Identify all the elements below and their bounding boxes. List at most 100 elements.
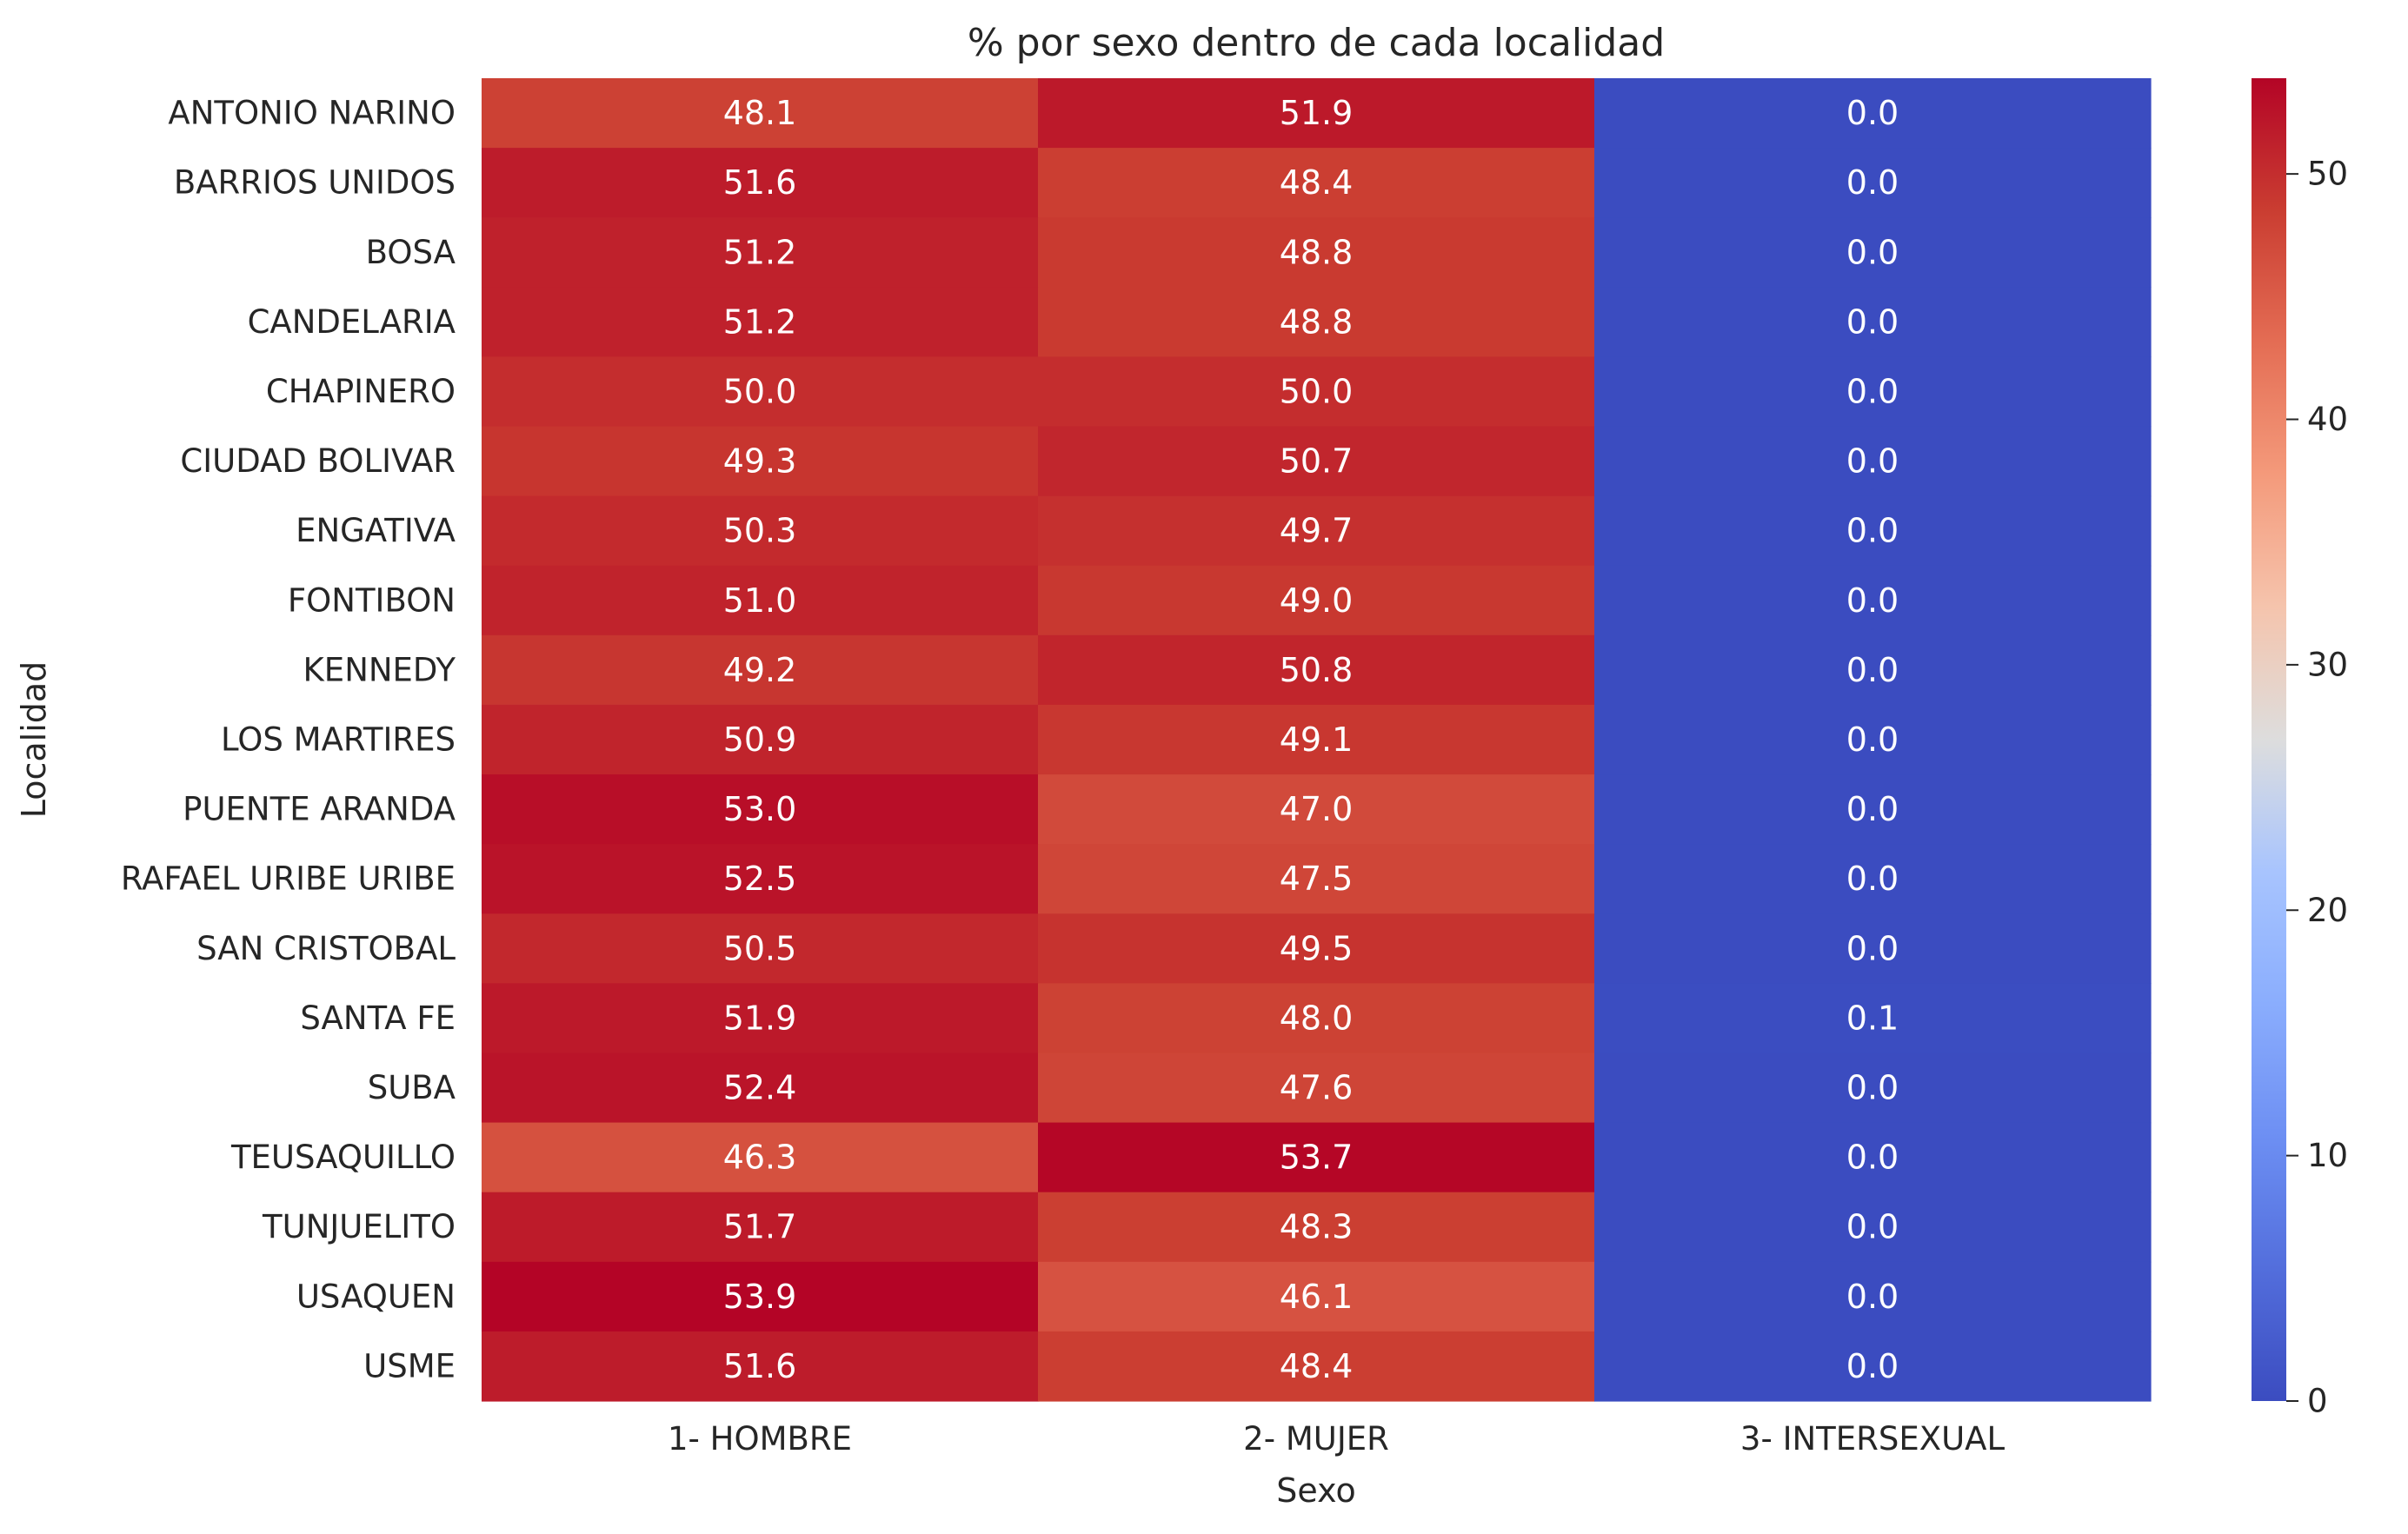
heatmap-cell xyxy=(482,356,1039,428)
heatmap-cell-label: 49.5 xyxy=(1280,929,1354,967)
heatmap-cell xyxy=(482,774,1039,845)
heatmap-cell-label: 0.0 xyxy=(1846,651,1899,689)
heatmap-cells xyxy=(482,78,2152,1402)
heatmap-cell-label: 52.5 xyxy=(723,860,797,898)
heatmap-cell xyxy=(1594,704,2152,775)
heatmap-cell xyxy=(1594,1331,2152,1402)
heatmap-cell xyxy=(1038,844,1595,914)
heatmap-cell-label: 51.2 xyxy=(723,302,797,341)
heatmap-cell xyxy=(1594,1053,2152,1124)
heatmap-cell xyxy=(1038,1331,1595,1402)
x-tick-label: 3- INTERSEXUAL xyxy=(1740,1420,2006,1458)
heatmap-cell-label: 49.3 xyxy=(723,442,797,481)
colorbar: 0 10 20 30 40 50 xyxy=(2252,78,2348,1420)
heatmap-cell xyxy=(1038,1053,1595,1124)
y-tick-label: ENGATIVA xyxy=(296,512,456,549)
y-tick-label: LOS MARTIRES xyxy=(221,721,456,759)
heatmap-cell-label: 46.1 xyxy=(1280,1278,1354,1316)
heatmap-cell-label: 51.6 xyxy=(723,163,797,202)
heatmap-cell-label: 47.5 xyxy=(1280,860,1354,898)
heatmap-cell xyxy=(1594,356,2152,428)
heatmap-cell-label: 50.7 xyxy=(1280,442,1354,481)
heatmap-cell xyxy=(482,287,1039,358)
y-tick-label: USME xyxy=(363,1347,456,1385)
heatmap-cell-label: 50.0 xyxy=(1280,372,1354,410)
heatmap-cell xyxy=(482,217,1039,288)
heatmap-cell xyxy=(482,1053,1039,1124)
heatmap-cell xyxy=(1594,148,2152,218)
y-tick-label: CHAPINERO xyxy=(266,373,456,410)
heatmap-cell xyxy=(1594,78,2152,149)
y-tick-label: TEUSAQUILLO xyxy=(230,1139,456,1176)
heatmap-cell-label: 0.0 xyxy=(1846,581,1899,620)
heatmap-cell-labels: 48.1 51.9 0.0 51.6 48.4 0.0 51.2 48.8 0.0 51.2 48.… xyxy=(723,94,1899,1385)
heatmap-cell-label: 49.2 xyxy=(723,651,797,689)
y-tick-label: CANDELARIA xyxy=(248,303,456,341)
y-tick-label: CIUDAD BOLIVAR xyxy=(180,442,456,480)
heatmap-cell xyxy=(1594,565,2152,636)
heatmap-cell-label: 51.6 xyxy=(723,1347,797,1385)
heatmap-cell-label: 50.9 xyxy=(723,721,797,759)
heatmap-cell xyxy=(1038,634,1595,706)
heatmap-cell-label: 51.9 xyxy=(723,999,797,1037)
y-tick-label: SUBA xyxy=(368,1069,456,1106)
heatmap-cell-label: 0.0 xyxy=(1846,302,1899,341)
heatmap-cell-label: 50.8 xyxy=(1280,651,1354,689)
x-tick-label: 2- MUJER xyxy=(1243,1420,1389,1458)
heatmap-cell-label: 50.3 xyxy=(723,512,797,550)
heatmap-cell-label: 0.0 xyxy=(1846,1069,1899,1107)
y-tick-label: PUENTE ARANDA xyxy=(183,791,456,828)
heatmap-cell-label: 49.1 xyxy=(1280,721,1354,759)
heatmap-cell xyxy=(482,565,1039,636)
heatmap-cell xyxy=(1038,78,1595,149)
heatmap-cell xyxy=(482,426,1039,497)
heatmap-cell-label: 0.0 xyxy=(1846,233,1899,271)
heatmap-cell xyxy=(1038,565,1595,636)
heatmap-cell xyxy=(1038,287,1595,358)
heatmap-cell xyxy=(482,1122,1039,1193)
heatmap-cell-label: 0.0 xyxy=(1846,94,1899,132)
heatmap-cell xyxy=(1594,634,2152,706)
heatmap-cell-label: 0.0 xyxy=(1846,372,1899,410)
heatmap-cell-label: 48.4 xyxy=(1280,163,1354,202)
heatmap-cell-label: 48.0 xyxy=(1280,999,1354,1037)
heatmap-cell xyxy=(482,913,1039,984)
heatmap-cell xyxy=(482,1192,1039,1263)
heatmap-cell-label: 51.0 xyxy=(723,581,797,620)
heatmap-cell xyxy=(1594,774,2152,845)
heatmap-cell-label: 46.3 xyxy=(723,1139,797,1177)
heatmap-cell-label: 48.8 xyxy=(1280,233,1354,271)
heatmap-cell-label: 47.0 xyxy=(1280,790,1354,828)
heatmap-cell xyxy=(482,983,1039,1054)
x-tick-label: 1- HOMBRE xyxy=(668,1420,852,1458)
x-axis-tick-labels: 1- HOMBRE 2- MUJER 3- INTERSEXUAL xyxy=(668,1420,2005,1458)
heatmap-cell-label: 53.0 xyxy=(723,790,797,828)
y-tick-label: BARRIOS UNIDOS xyxy=(174,164,456,202)
y-tick-label: BOSA xyxy=(366,234,456,271)
heatmap-cell-label: 0.0 xyxy=(1846,163,1899,202)
chart-title: % por sexo dentro de cada localidad xyxy=(968,21,1665,65)
heatmap-cell-label: 0.0 xyxy=(1846,1278,1899,1316)
colorbar-gradient xyxy=(2252,78,2286,1401)
colorbar-tick-label: 20 xyxy=(2307,892,2348,929)
heatmap-cell-label: 0.0 xyxy=(1846,721,1899,759)
heatmap-cell xyxy=(482,704,1039,775)
heatmap-cell xyxy=(1038,983,1595,1054)
heatmap-cell xyxy=(1594,217,2152,288)
colorbar-tick-label: 10 xyxy=(2307,1137,2348,1174)
y-tick-label: SANTA FE xyxy=(300,999,456,1037)
heatmap-cell xyxy=(1594,1261,2152,1332)
heatmap-cell xyxy=(1038,774,1595,845)
heatmap-cell xyxy=(482,1261,1039,1332)
heatmap-cell-label: 51.2 xyxy=(723,233,797,271)
heatmap-cell xyxy=(1038,704,1595,775)
heatmap-cell xyxy=(482,495,1039,567)
y-axis-tick-labels: ANTONIO NARINO BARRIOS UNIDOS BOSA CANDELAR… xyxy=(121,95,456,1385)
heatmap-cell xyxy=(482,78,1039,149)
heatmap-cell xyxy=(482,634,1039,706)
colorbar-tick-label: 50 xyxy=(2307,156,2348,193)
heatmap-cell xyxy=(1594,287,2152,358)
heatmap-cell-label: 0.1 xyxy=(1846,999,1899,1037)
heatmap-cell-label: 48.1 xyxy=(723,94,797,132)
